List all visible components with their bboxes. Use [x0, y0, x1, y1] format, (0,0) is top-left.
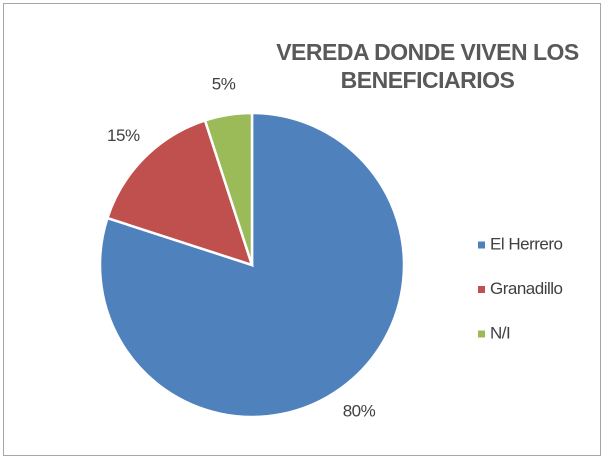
data-label: 5%: [212, 75, 236, 94]
legend-label: Granadillo: [490, 279, 563, 298]
legend-label: N/I: [490, 323, 510, 342]
pie-slice: [203, 111, 254, 266]
legend-label: El Herrero: [490, 234, 563, 253]
chart-border: [3, 3, 601, 456]
chart-title: VEREDA DONDE VIVEN LOS BENEFICIARIOS: [276, 39, 579, 93]
legend-swatch: [478, 241, 485, 249]
legend-swatch: [478, 330, 485, 338]
data-label: 15%: [107, 126, 140, 145]
legend-swatch: [478, 286, 485, 293]
data-label: 80%: [343, 402, 376, 421]
